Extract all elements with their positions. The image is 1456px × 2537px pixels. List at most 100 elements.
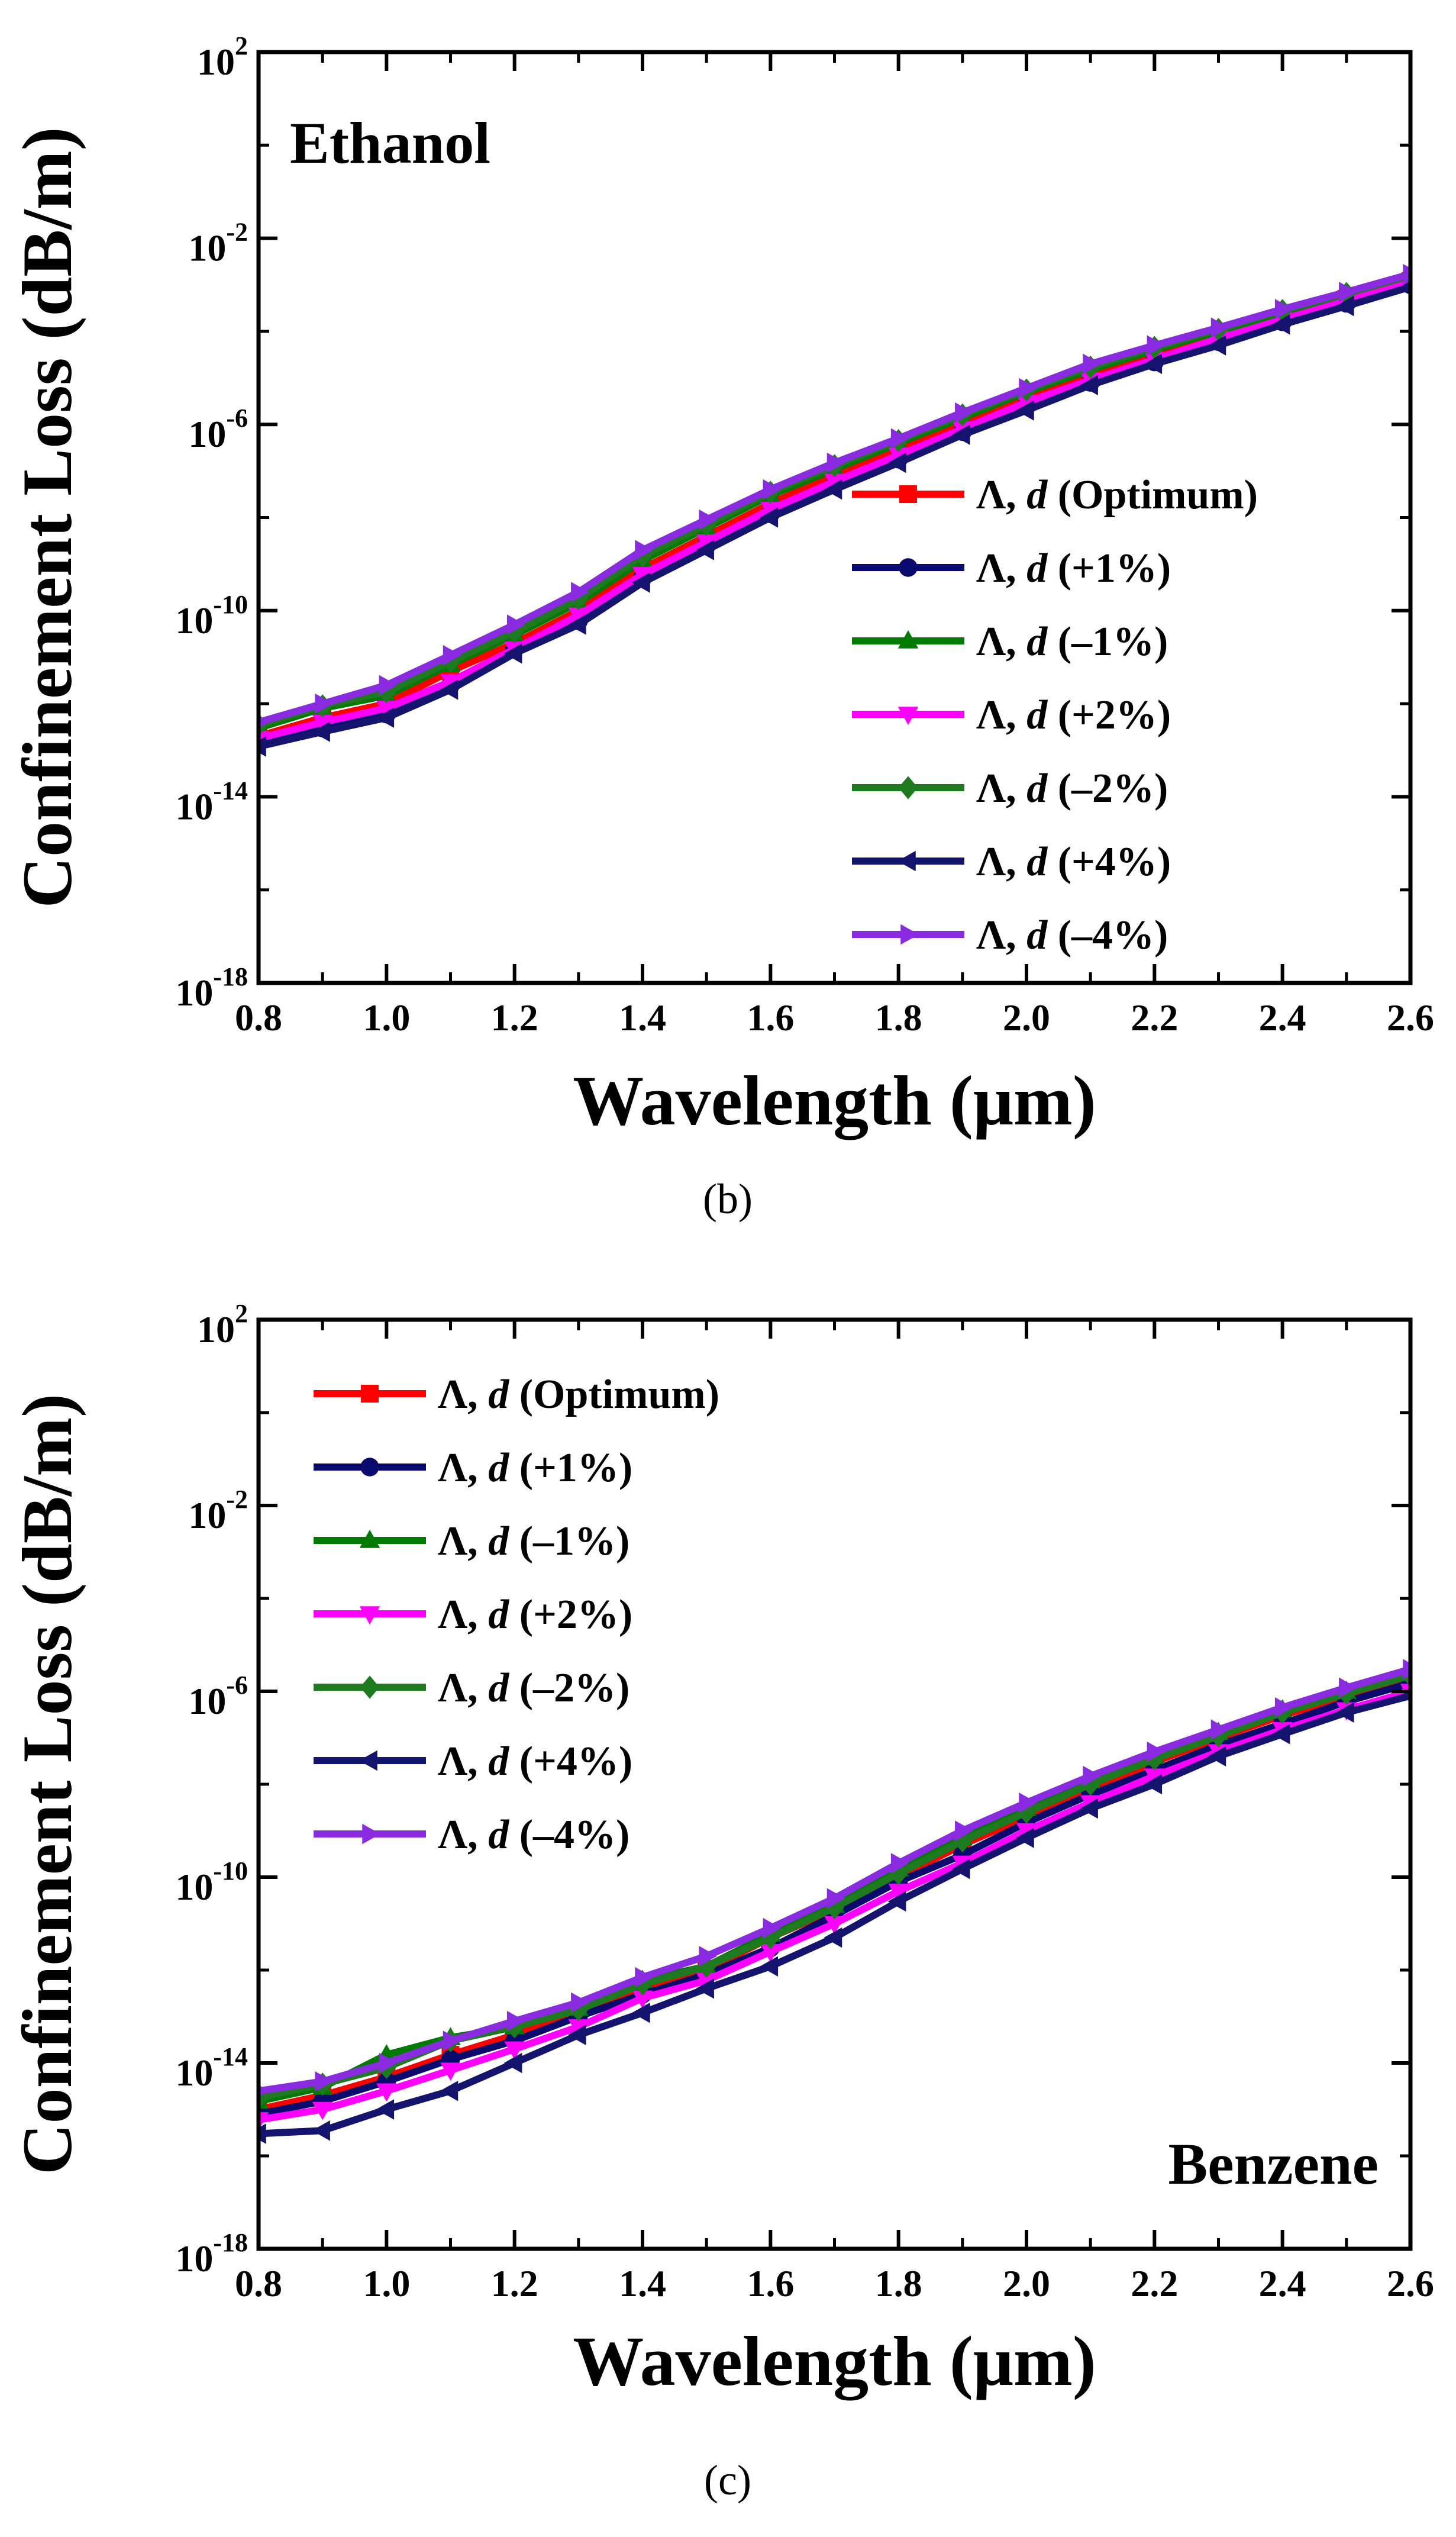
data-point-s3-8	[760, 1944, 781, 1962]
legend-marker-6	[900, 924, 919, 945]
data-point-s5-1	[312, 2120, 330, 2141]
data-point-s5-7	[696, 540, 714, 560]
x-tick-label-9: 2.6	[1387, 2262, 1434, 2304]
y-tick-label-4: 10-14	[175, 2042, 248, 2094]
data-point-s3-7	[696, 534, 717, 553]
data-point-s5-13	[1080, 375, 1098, 395]
data-point-s5-14	[1144, 1774, 1163, 1795]
data-point-s5-9	[824, 479, 842, 500]
y-tick-label-1: 10-2	[188, 1485, 248, 1536]
data-point-s5-8	[760, 1956, 779, 1977]
data-point-s5-3	[440, 679, 459, 700]
x-tick-label-1: 1.0	[363, 2262, 410, 2304]
legend-label-3: Λ, d (+2%)	[438, 1592, 632, 1637]
x-tick-label-2: 1.2	[491, 2262, 538, 2304]
data-point-s5-17	[1335, 295, 1354, 317]
legend-label-6: Λ, d (–4%)	[976, 913, 1168, 958]
x-axis-title: Wavelength (μm)	[573, 2322, 1096, 2401]
y-tick-label-0: 102	[197, 1299, 248, 1350]
data-point-s6-4	[506, 614, 525, 635]
data-point-s6-1	[315, 693, 334, 714]
plot-area	[259, 263, 1410, 757]
data-point-s5-16	[1271, 314, 1290, 335]
plot-frame	[256, 1317, 1413, 2251]
data-point-s6-16	[1274, 1697, 1293, 1718]
legend-marker-4	[898, 776, 918, 800]
panel-label: (c)	[704, 2457, 751, 2504]
data-point-s6-3	[443, 644, 461, 666]
y-axis-title: Confinement Loss (dB/m)	[8, 127, 86, 908]
legend-label-2: Λ, d (–1%)	[438, 1519, 629, 1564]
x-tick-label-0: 0.8	[235, 997, 282, 1039]
data-point-s6-13	[1083, 353, 1102, 375]
legend-marker-6	[362, 1823, 380, 1845]
data-point-s6-10	[890, 428, 909, 449]
data-point-s5-1	[312, 721, 330, 742]
data-point-s6-16	[1274, 299, 1293, 320]
data-point-s6-17	[1339, 282, 1357, 302]
plot-area	[259, 1659, 1410, 2144]
data-point-s6-11	[955, 1820, 973, 1841]
data-point-s3-6	[632, 566, 653, 585]
data-point-s5-5	[567, 614, 586, 635]
data-point-s6-15	[1210, 317, 1229, 338]
y-tick-label-3: 10-10	[175, 590, 248, 641]
data-point-s3-2	[376, 2083, 397, 2102]
data-point-s3-12	[1016, 394, 1037, 413]
data-point-s5-9	[824, 1927, 842, 1948]
data-point-s5-10	[887, 452, 906, 473]
data-point-s3-3	[440, 673, 461, 692]
solvent-annotation: Ethanol	[290, 110, 490, 176]
data-point-s6-7	[699, 1946, 718, 1967]
data-point-s6-3	[443, 2030, 461, 2051]
data-point-s5-6	[632, 2003, 650, 2023]
legend-label-4: Λ, d (–2%)	[976, 766, 1168, 811]
data-point-s5-14	[1144, 353, 1163, 375]
data-point-s6-6	[635, 540, 653, 560]
legend-marker-3	[898, 707, 919, 725]
y-tick-label-1: 10-2	[188, 218, 248, 269]
x-tick-label-6: 2.0	[1003, 997, 1050, 1039]
data-point-s5-15	[1208, 1746, 1226, 1766]
legend-marker-2	[359, 1530, 380, 1548]
data-point-s5-16	[1271, 1724, 1290, 1745]
x-tick-label-5: 1.8	[875, 2262, 922, 2304]
legend-marker-2	[898, 630, 919, 649]
data-point-s6-0	[259, 2085, 269, 2097]
y-axis-title: Confinement Loss (dB/m)	[8, 1394, 86, 2175]
x-tick-label-8: 2.4	[1259, 997, 1306, 1039]
data-point-s3-5	[568, 2019, 589, 2038]
data-point-s6-17	[1339, 1677, 1357, 1698]
data-point-s3-6	[632, 1990, 653, 2009]
data-point-s6-0	[259, 716, 269, 728]
legend-marker-5	[359, 1750, 377, 1771]
data-point-s6-13	[1083, 1765, 1102, 1787]
data-point-s6-9	[827, 1888, 845, 1909]
legend-label-5: Λ, d (+4%)	[976, 839, 1171, 885]
legend-marker-0	[361, 1385, 379, 1403]
data-point-s3-0	[259, 2112, 269, 2130]
x-tick-label-2: 1.2	[491, 997, 538, 1039]
data-point-s5-11	[951, 424, 970, 445]
data-point-s3-9	[824, 1916, 845, 1935]
legend-label-0: Λ, d (Optimum)	[438, 1372, 719, 1417]
data-point-s6-8	[763, 479, 782, 500]
data-point-s6-6	[635, 1967, 653, 1988]
legend: Λ, d (Optimum) Λ, d (+1%) Λ, d (–1%) Λ, d (…	[314, 1372, 719, 1858]
x-tick-label-3: 1.4	[619, 997, 666, 1039]
data-point-s3-7	[696, 1972, 717, 1991]
data-point-s5-7	[696, 1978, 714, 1999]
solvent-annotation: Benzene	[1168, 2131, 1378, 2197]
data-point-s5-18	[1400, 281, 1410, 293]
data-point-s6-15	[1210, 1719, 1229, 1740]
data-point-s6-7	[699, 509, 718, 530]
data-point-s3-2	[376, 700, 397, 719]
data-point-s6-12	[1019, 1792, 1037, 1813]
legend-label-2: Λ, d (–1%)	[976, 619, 1168, 665]
data-point-s6-11	[955, 402, 973, 423]
legend-label-5: Λ, d (+4%)	[438, 1739, 632, 1784]
data-point-s6-10	[890, 1853, 909, 1874]
data-point-s6-1	[315, 2071, 334, 2092]
data-point-s5-5	[567, 2025, 586, 2045]
legend-marker-5	[898, 850, 916, 872]
